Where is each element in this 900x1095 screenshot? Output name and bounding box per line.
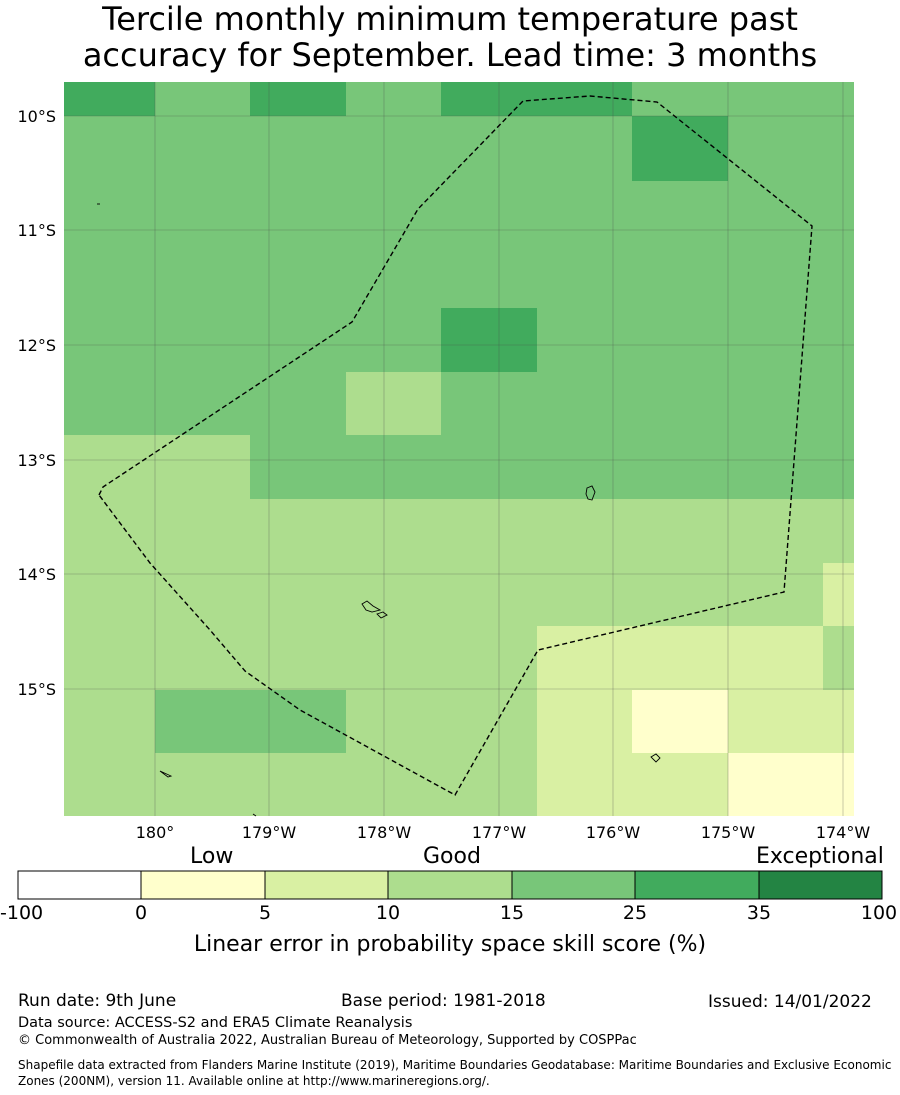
grid-cell	[346, 372, 441, 435]
grid-cell	[632, 690, 728, 753]
colorbar-outline	[17, 870, 883, 900]
colorbar-tick: 100	[860, 902, 898, 924]
islands	[97, 203, 661, 817]
grid-cell	[64, 82, 155, 116]
grid-cell	[346, 82, 441, 116]
colorbar-tick: 10	[375, 902, 401, 924]
grid-cell	[155, 82, 250, 116]
base-period: Base period: 1981-2018	[341, 991, 546, 1011]
lat-label: 12°S	[17, 336, 56, 355]
map-title-line-1: Tercile monthly minimum temperature past	[102, 0, 798, 38]
lat-label: 13°S	[17, 451, 56, 470]
colorbar-category-good: Good	[423, 844, 481, 869]
colorbar	[17, 870, 883, 900]
colorbar-bin	[635, 871, 759, 899]
map-title-line-2: accuracy for September. Lead time: 3 mon…	[82, 36, 818, 74]
island	[650, 753, 661, 763]
island	[376, 611, 388, 619]
colorbar-category-exceptional: Exceptional	[756, 844, 884, 869]
lon-label: 177°W	[472, 823, 527, 842]
lat-label: 10°S	[17, 107, 56, 126]
grid-cell	[728, 753, 854, 816]
colorbar-bin	[265, 871, 388, 899]
colorbar-bin	[512, 871, 635, 899]
grid-cell	[441, 82, 632, 116]
colorbar-tick: 0	[134, 902, 148, 924]
colorbar-label: Linear error in probability space skill …	[193, 932, 707, 957]
island	[361, 600, 382, 613]
skill-grid	[64, 82, 854, 816]
colorbar-tick: 5	[258, 902, 272, 924]
lon-label: 175°W	[701, 823, 756, 842]
eez-boundary	[98, 95, 813, 796]
colorbar-bin	[388, 871, 512, 899]
latitude-labels: 10°S 11°S 12°S 13°S 14°S 15°S	[17, 107, 56, 699]
lon-label: 179°W	[242, 823, 297, 842]
lon-label: 176°W	[586, 823, 641, 842]
colorbar-category-low: Low	[190, 844, 234, 869]
grid-cell	[823, 563, 854, 626]
grid-cell	[64, 116, 854, 435]
lat-label: 11°S	[17, 221, 56, 240]
grid-cell	[64, 435, 250, 499]
colorbar-bin	[759, 871, 882, 899]
data-source: Data source: ACCESS-S2 and ERA5 Climate …	[18, 1015, 413, 1031]
grid-cell	[155, 690, 346, 753]
lat-label: 15°S	[17, 680, 56, 699]
colorbar-bin	[141, 871, 265, 899]
colorbar-tick: 15	[499, 902, 525, 924]
shapefile-credit: Shapefile data extracted from Flanders M…	[18, 1058, 892, 1088]
graticule	[64, 82, 854, 816]
grid-cell	[250, 82, 346, 116]
colorbar-tick: -100	[0, 902, 44, 924]
longitude-labels: 180° 179°W 178°W 177°W 176°W 175°W 174°W	[136, 823, 871, 842]
grid-cell	[632, 116, 728, 181]
lon-label: 174°W	[816, 823, 871, 842]
lat-label: 14°S	[17, 565, 56, 584]
grid-cell	[632, 82, 854, 116]
run-date: Run date: 9th June	[18, 991, 177, 1011]
copyright: © Commonwealth of Australia 2022, Austra…	[18, 1033, 637, 1048]
issued-date: Issued: 14/01/2022	[708, 992, 872, 1012]
colorbar-bin	[18, 871, 141, 899]
island	[585, 485, 596, 501]
colorbar-tick: 35	[746, 902, 772, 924]
island	[252, 813, 257, 817]
colorbar-tick: 25	[622, 902, 648, 924]
lon-label: 178°W	[357, 823, 412, 842]
grid-cell	[250, 435, 854, 499]
lon-label: 180°	[136, 823, 175, 842]
island	[159, 770, 173, 778]
grid-cell	[441, 308, 537, 372]
